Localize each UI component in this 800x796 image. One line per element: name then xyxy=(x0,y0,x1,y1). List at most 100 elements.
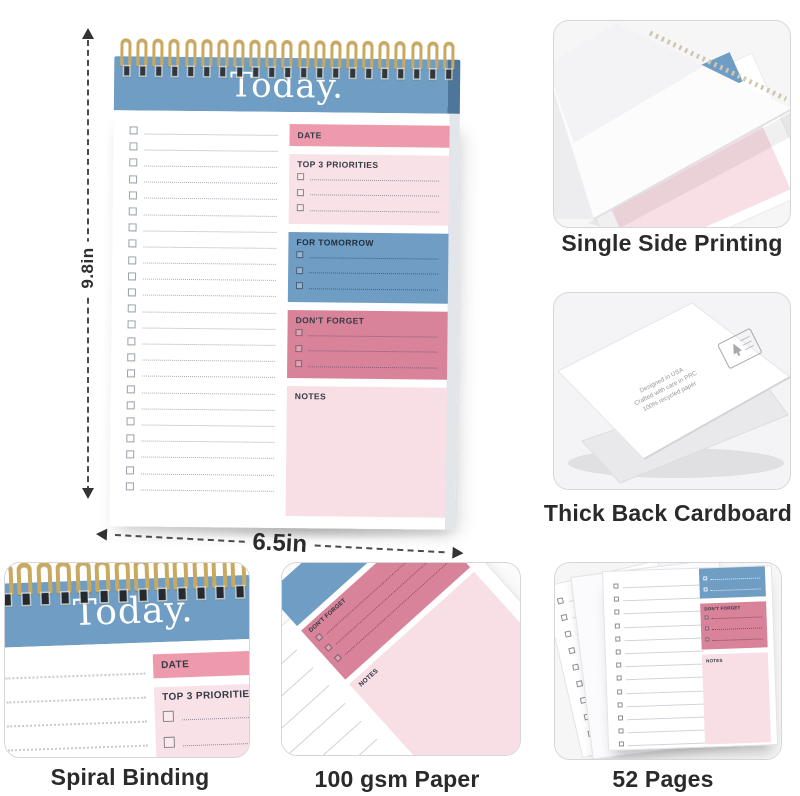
checkbox xyxy=(615,636,621,642)
arrow-right-icon xyxy=(452,546,464,560)
checkbox xyxy=(296,251,304,259)
spiral-loop xyxy=(152,38,164,67)
width-dimension-label: 6.5in xyxy=(251,528,308,559)
write-line xyxy=(628,742,708,747)
checkbox xyxy=(704,625,710,630)
write-line xyxy=(144,149,278,152)
write-line xyxy=(141,456,275,460)
feature-photo-spiral: Today. DATE TOP 3 PRIORITIES xyxy=(4,562,250,758)
checkbox xyxy=(127,353,136,362)
checklist-row xyxy=(129,122,282,140)
checkbox xyxy=(296,204,304,212)
write-line xyxy=(142,359,276,363)
checkbox xyxy=(324,643,333,652)
checklist-row xyxy=(163,726,249,755)
checklist-row xyxy=(295,341,439,358)
write-line xyxy=(142,375,276,379)
checkbox xyxy=(127,369,136,378)
checklist-row xyxy=(703,581,761,594)
spiral-loop xyxy=(114,563,131,592)
spiral-loop xyxy=(200,39,213,68)
feature-photo-pages: DON'T FORGET NOTES xyxy=(554,562,782,760)
notes-section: NOTES xyxy=(285,386,447,518)
date-label: DATE xyxy=(297,130,322,141)
feature-caption-paper: 100 gsm Paper xyxy=(314,766,480,792)
write-line xyxy=(308,288,438,291)
spiral-loop xyxy=(233,39,245,68)
spiral-loop xyxy=(136,38,148,67)
checklist-row xyxy=(126,381,279,399)
notepad-title: Today. xyxy=(72,588,195,634)
checklist-row xyxy=(705,631,763,644)
checklist-row xyxy=(125,478,278,496)
write-line xyxy=(625,676,705,681)
checklist-row xyxy=(125,462,278,480)
write-line xyxy=(143,246,277,249)
checklist-row xyxy=(296,200,441,217)
checkbox xyxy=(128,207,137,216)
checkbox xyxy=(703,575,708,580)
spiral-loop xyxy=(443,41,455,70)
write-line xyxy=(6,696,147,704)
checkbox xyxy=(128,255,137,265)
write-line xyxy=(308,365,438,369)
checkbox xyxy=(613,596,619,602)
date-section: DATE xyxy=(152,650,249,679)
checkbox xyxy=(617,702,623,708)
single-side-printing-photo xyxy=(554,21,790,227)
feature-caption-single-side: Single Side Printing xyxy=(561,230,783,256)
recycled-paper-stamp-icon xyxy=(717,328,762,369)
spiral-loop xyxy=(5,563,14,596)
spiral-loop xyxy=(281,39,293,69)
checkbox xyxy=(568,646,576,654)
tomorrow-section: FOR TOMORROW xyxy=(287,232,449,304)
checkbox xyxy=(129,142,138,151)
checkbox xyxy=(295,360,303,368)
checklist-row xyxy=(295,278,440,295)
checkbox xyxy=(125,482,134,491)
checkbox xyxy=(128,239,137,248)
arrow-up-icon xyxy=(82,28,94,39)
checkbox xyxy=(575,679,584,687)
notepad-right-column: DATE TOP 3 PRIORITIES FOR TOMORROW DON'T… xyxy=(285,124,450,518)
checkbox xyxy=(296,266,304,274)
feature-caption-pages: 52 Pages xyxy=(612,766,714,792)
write-line xyxy=(309,257,439,260)
checklist-row xyxy=(297,169,441,186)
checkbox xyxy=(613,583,619,589)
feature-photo-single-side xyxy=(553,20,791,228)
checkbox xyxy=(616,675,622,681)
checklist-row xyxy=(296,263,440,280)
checkbox xyxy=(129,158,138,167)
checklist-row xyxy=(295,325,439,342)
checklist-row xyxy=(128,187,281,205)
checklist-row xyxy=(128,268,280,286)
dont-forget-section: DON'T FORGET xyxy=(700,601,768,650)
checklist-row xyxy=(128,252,280,270)
checkbox xyxy=(704,614,709,619)
write-line xyxy=(144,165,278,168)
spiral-loop xyxy=(152,563,170,591)
dont-forget-rows xyxy=(295,325,439,373)
checkbox xyxy=(616,662,622,668)
spiral-loop xyxy=(133,563,150,591)
checkbox xyxy=(564,629,572,638)
checklist-row xyxy=(126,430,278,448)
write-line xyxy=(141,408,275,411)
checkbox xyxy=(296,188,304,196)
write-line xyxy=(711,626,762,630)
checklist-row xyxy=(127,317,279,335)
spiral-binding-wire xyxy=(114,38,460,72)
dont-forget-section: DON'T FORGET xyxy=(287,310,448,380)
spiral-loop xyxy=(168,38,180,67)
write-line xyxy=(309,210,439,213)
write-line xyxy=(309,194,439,197)
write-line xyxy=(143,214,277,217)
write-line xyxy=(710,577,761,580)
checkbox xyxy=(703,586,708,591)
arrow-down-icon xyxy=(82,488,94,499)
notepad: Today. DATE TOP 3 PRIORITIES FOR TOMORRO… xyxy=(109,38,461,530)
cardboard-photo: Designed in USA Crafted with care in PRC… xyxy=(554,293,790,489)
write-line xyxy=(143,230,277,233)
date-section: DATE xyxy=(289,124,450,148)
